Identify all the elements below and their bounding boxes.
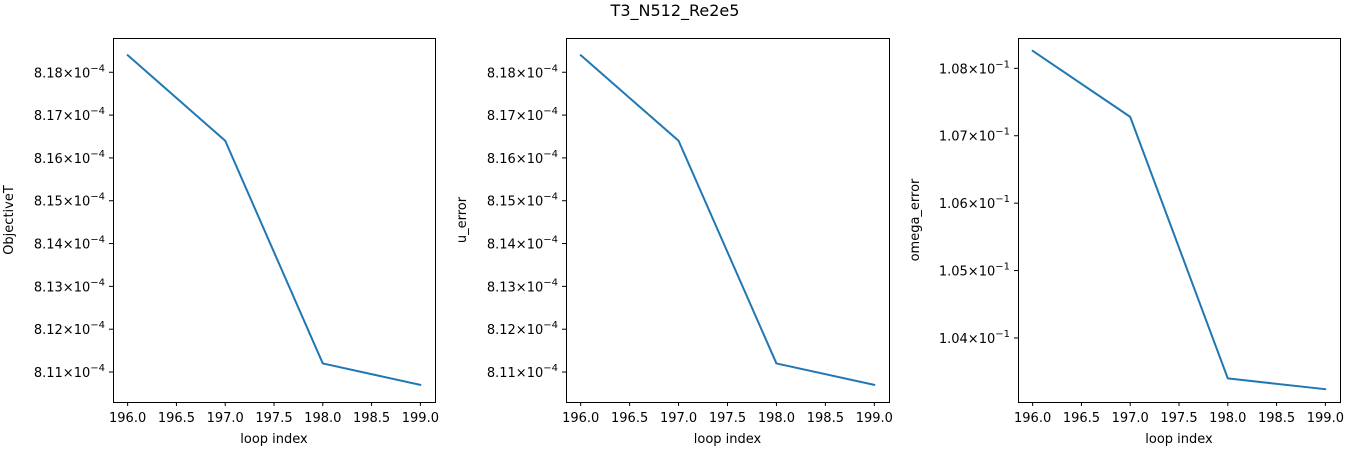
y-tick-label: 8.15×10−4 (487, 192, 558, 210)
x-tick-label: 198.0 (758, 411, 795, 426)
y-axis-label: omega_error (908, 178, 923, 261)
y-tick-label: 8.12×10−4 (34, 320, 105, 338)
x-tick-label: 198.0 (304, 411, 341, 426)
subplot-1: 196.0 196.5 197.0 197.5 198.0 198.5 199.0 8.11×… (2, 38, 439, 447)
series-line (1031, 49, 1327, 391)
x-tick-label: 198.0 (1209, 411, 1246, 426)
y-tick-label: 8.13×10−4 (34, 277, 105, 295)
x-tick-label: 198.5 (353, 411, 390, 426)
x-tick-label: 199.0 (856, 411, 893, 426)
y-tick-label: 1.05×10−1 (939, 262, 1010, 280)
x-axis-label: loop index (240, 432, 308, 447)
x-tick-label: 197.5 (709, 411, 746, 426)
x-tick-label: 199.0 (1307, 411, 1344, 426)
x-tick-label: 197.0 (660, 411, 697, 426)
x-tick-label: 196.0 (109, 411, 146, 426)
subplots: 196.0 196.5 197.0 197.5 198.0 198.5 199.0 8.11×… (2, 38, 1344, 447)
x-tick-label: 196.5 (1063, 411, 1100, 426)
x-tick-label: 197.0 (1112, 411, 1149, 426)
y-tick-label: 8.11×10−4 (34, 363, 105, 381)
x-tick-label: 196.0 (562, 411, 599, 426)
x-tick-label: 198.5 (807, 411, 844, 426)
y-tick-label: 8.16×10−4 (487, 149, 558, 167)
x-tick-label: 196.5 (158, 411, 195, 426)
subplot-2: 196.0 196.5 197.0 197.5 198.0 198.5 199.0 8.11×… (455, 38, 893, 447)
x-tick-label: 197.5 (1160, 411, 1197, 426)
axes-frame (1018, 38, 1341, 403)
y-tick-label: 8.15×10−4 (34, 192, 105, 210)
y-tick-label: 8.14×10−4 (487, 235, 558, 253)
figure-title: T3_N512_Re2e5 (610, 1, 740, 21)
y-tick-label: 8.14×10−4 (34, 235, 105, 253)
y-tick-label: 1.07×10−1 (939, 127, 1010, 145)
y-tick-label: 1.06×10−1 (939, 194, 1010, 212)
y-axis-label: u_error (455, 196, 470, 243)
y-tick-label: 1.04×10−1 (939, 329, 1010, 347)
axes-frame (566, 38, 890, 403)
y-tick-label: 8.17×10−4 (34, 106, 105, 124)
x-tick-label: 196.5 (611, 411, 648, 426)
y-tick-label: 1.08×10−1 (939, 59, 1010, 77)
y-tick-label: 8.17×10−4 (487, 106, 558, 124)
x-axis-label: loop index (1145, 432, 1213, 447)
series-line (126, 54, 422, 386)
x-tick-label: 199.0 (402, 411, 439, 426)
x-tick-label: 198.5 (1258, 411, 1295, 426)
x-tick-label: 196.0 (1014, 411, 1051, 426)
x-axis-label: loop index (694, 432, 762, 447)
y-tick-label: 8.12×10−4 (487, 320, 558, 338)
y-tick-label: 8.18×10−4 (487, 63, 558, 81)
subplot-3: 196.0 196.5 197.0 197.5 198.0 198.5 199.0 1.04×… (908, 38, 1344, 447)
y-tick-label: 8.16×10−4 (34, 149, 105, 167)
x-tick-label: 197.5 (255, 411, 292, 426)
axes-frame (113, 38, 436, 403)
y-axis-label: ObjectiveT (2, 185, 17, 255)
series-line (579, 54, 876, 386)
y-tick-label: 8.18×10−4 (34, 63, 105, 81)
y-tick-label: 8.11×10−4 (487, 363, 558, 381)
x-tick-label: 197.0 (207, 411, 244, 426)
y-tick-label: 8.13×10−4 (487, 277, 558, 295)
